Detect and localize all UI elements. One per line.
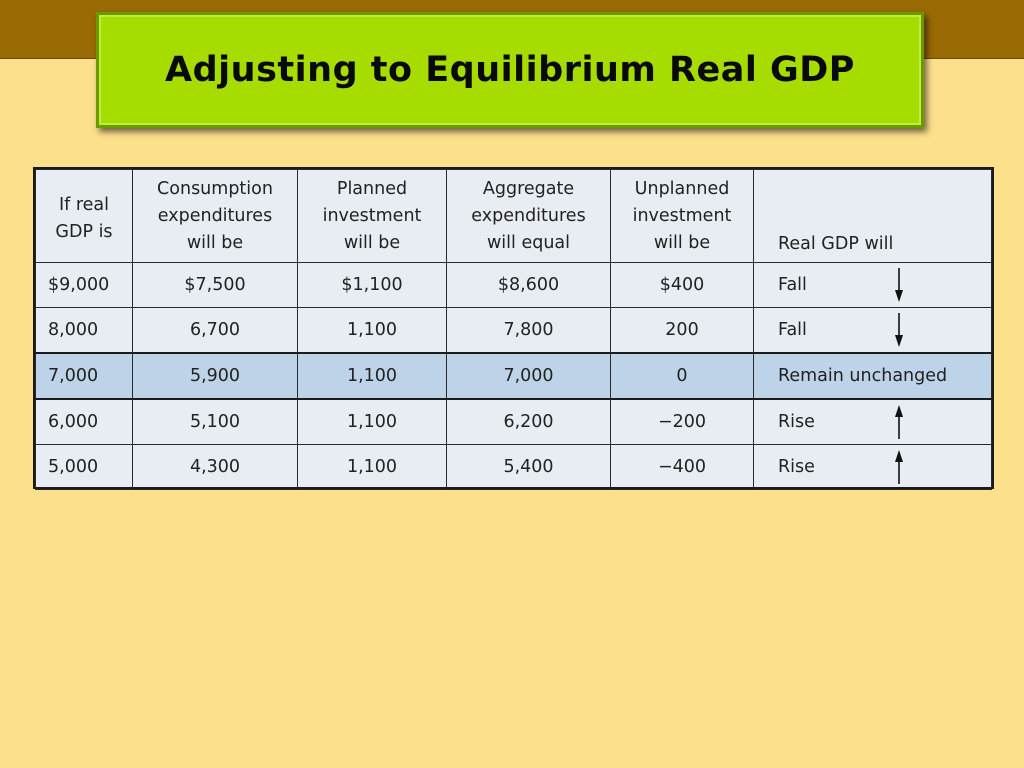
table-cell: Rise [753,444,992,490]
table-cell: 5,400 [446,444,611,490]
table-cell: −200 [610,398,754,445]
cell-text: 7,000 [48,366,99,386]
table-cell: −400 [610,444,754,490]
table-cell: $9,000 [35,262,133,308]
title-box: Adjusting to Equilibrium Real GDP [96,12,924,128]
cell-text: $8,600 [497,275,560,295]
column-header: Unplanned investment will be [610,169,754,263]
table-cell: $7,500 [132,262,298,308]
cell-text: 7,000 [503,366,554,386]
table-cell: 6,200 [446,398,611,445]
cell-text: 6,000 [48,412,99,432]
cell-text: 1,100 [346,412,398,432]
table-cell: Rise [753,398,992,445]
table-cell: 0 [610,352,754,400]
arrow-up-icon [895,405,903,439]
cell-text: $1,100 [341,275,403,295]
table-cell: 1,100 [297,398,447,445]
table-cell: 8,000 [35,307,133,354]
table-cell: Remain unchanged [753,352,992,400]
cell-text: Fall [778,320,807,340]
cell-text: $400 [659,275,705,295]
header-row: If real GDP is Consumption expenditures wil… [35,169,992,263]
cell-text: Rise [778,457,815,477]
cell-text: 5,100 [189,412,241,432]
cell-text: −400 [657,457,707,477]
cell-text: 5,400 [503,457,554,477]
cell-text: 0 [676,366,688,386]
table-cell: $8,600 [446,262,611,308]
cell-text: 5,000 [48,457,99,477]
column-header: If real GDP is [35,169,133,263]
table-body: $9,000 $7,500 $1,100 $8,600 $400 Fall 8,000 6,7… [35,262,992,490]
table-row: 6,000 5,100 1,100 6,200 −200 Rise [35,398,992,445]
column-header: Aggregate expenditures will equal [446,169,611,263]
cell-text: Rise [778,412,815,432]
arrow-up-icon [895,450,903,484]
table-cell: 7,000 [35,352,133,400]
cell-text: 4,300 [189,457,241,477]
column-header: Consumption expenditures will be [132,169,298,263]
cell-text: Fall [778,275,807,295]
cell-text: 1,100 [346,457,398,477]
equilibrium-table: If real GDP is Consumption expenditures wil… [35,169,992,490]
table-row: 7,000 5,900 1,100 7,000 0 Remain unchanged [35,352,992,400]
table-cell: 7,800 [446,307,611,354]
cell-text: $9,000 [48,275,110,295]
table-container: If real GDP is Consumption expenditures wil… [33,167,994,490]
cell-text: 5,900 [189,366,241,386]
table-cell: 4,300 [132,444,298,490]
cell-text: 6,700 [189,320,241,340]
arrow-down-icon [895,268,903,302]
table-cell: 200 [610,307,754,354]
cell-text: $7,500 [184,275,246,295]
table-cell: 6,000 [35,398,133,445]
table-cell: 5,000 [35,444,133,490]
table-row: 8,000 6,700 1,100 7,800 200 Fall [35,307,992,354]
cell-text: Remain unchanged [778,366,948,386]
table-cell: 1,100 [297,444,447,490]
cell-text: −200 [657,412,707,432]
cell-text: 8,000 [48,320,99,340]
table-cell: 6,700 [132,307,298,354]
table-row: 5,000 4,300 1,100 5,400 −400 Rise [35,444,992,490]
table-cell: $1,100 [297,262,447,308]
cell-text: 200 [665,320,699,340]
cell-text: 1,100 [346,320,398,340]
table-cell: 1,100 [297,307,447,354]
table-cell: 7,000 [446,352,611,400]
table-cell: 5,100 [132,398,298,445]
table-cell: 5,900 [132,352,298,400]
column-header: Planned investment will be [297,169,447,263]
table-cell: $400 [610,262,754,308]
column-header: Real GDP will [753,169,992,263]
table-cell: 1,100 [297,352,447,400]
table-cell: Fall [753,262,992,308]
slide-title: Adjusting to Equilibrium Real GDP [165,50,855,90]
cell-text: 7,800 [503,320,554,340]
table-row: $9,000 $7,500 $1,100 $8,600 $400 Fall [35,262,992,308]
table-cell: Fall [753,307,992,354]
cell-text: 6,200 [503,412,554,432]
cell-text: 1,100 [346,366,398,386]
arrow-down-icon [895,313,903,347]
